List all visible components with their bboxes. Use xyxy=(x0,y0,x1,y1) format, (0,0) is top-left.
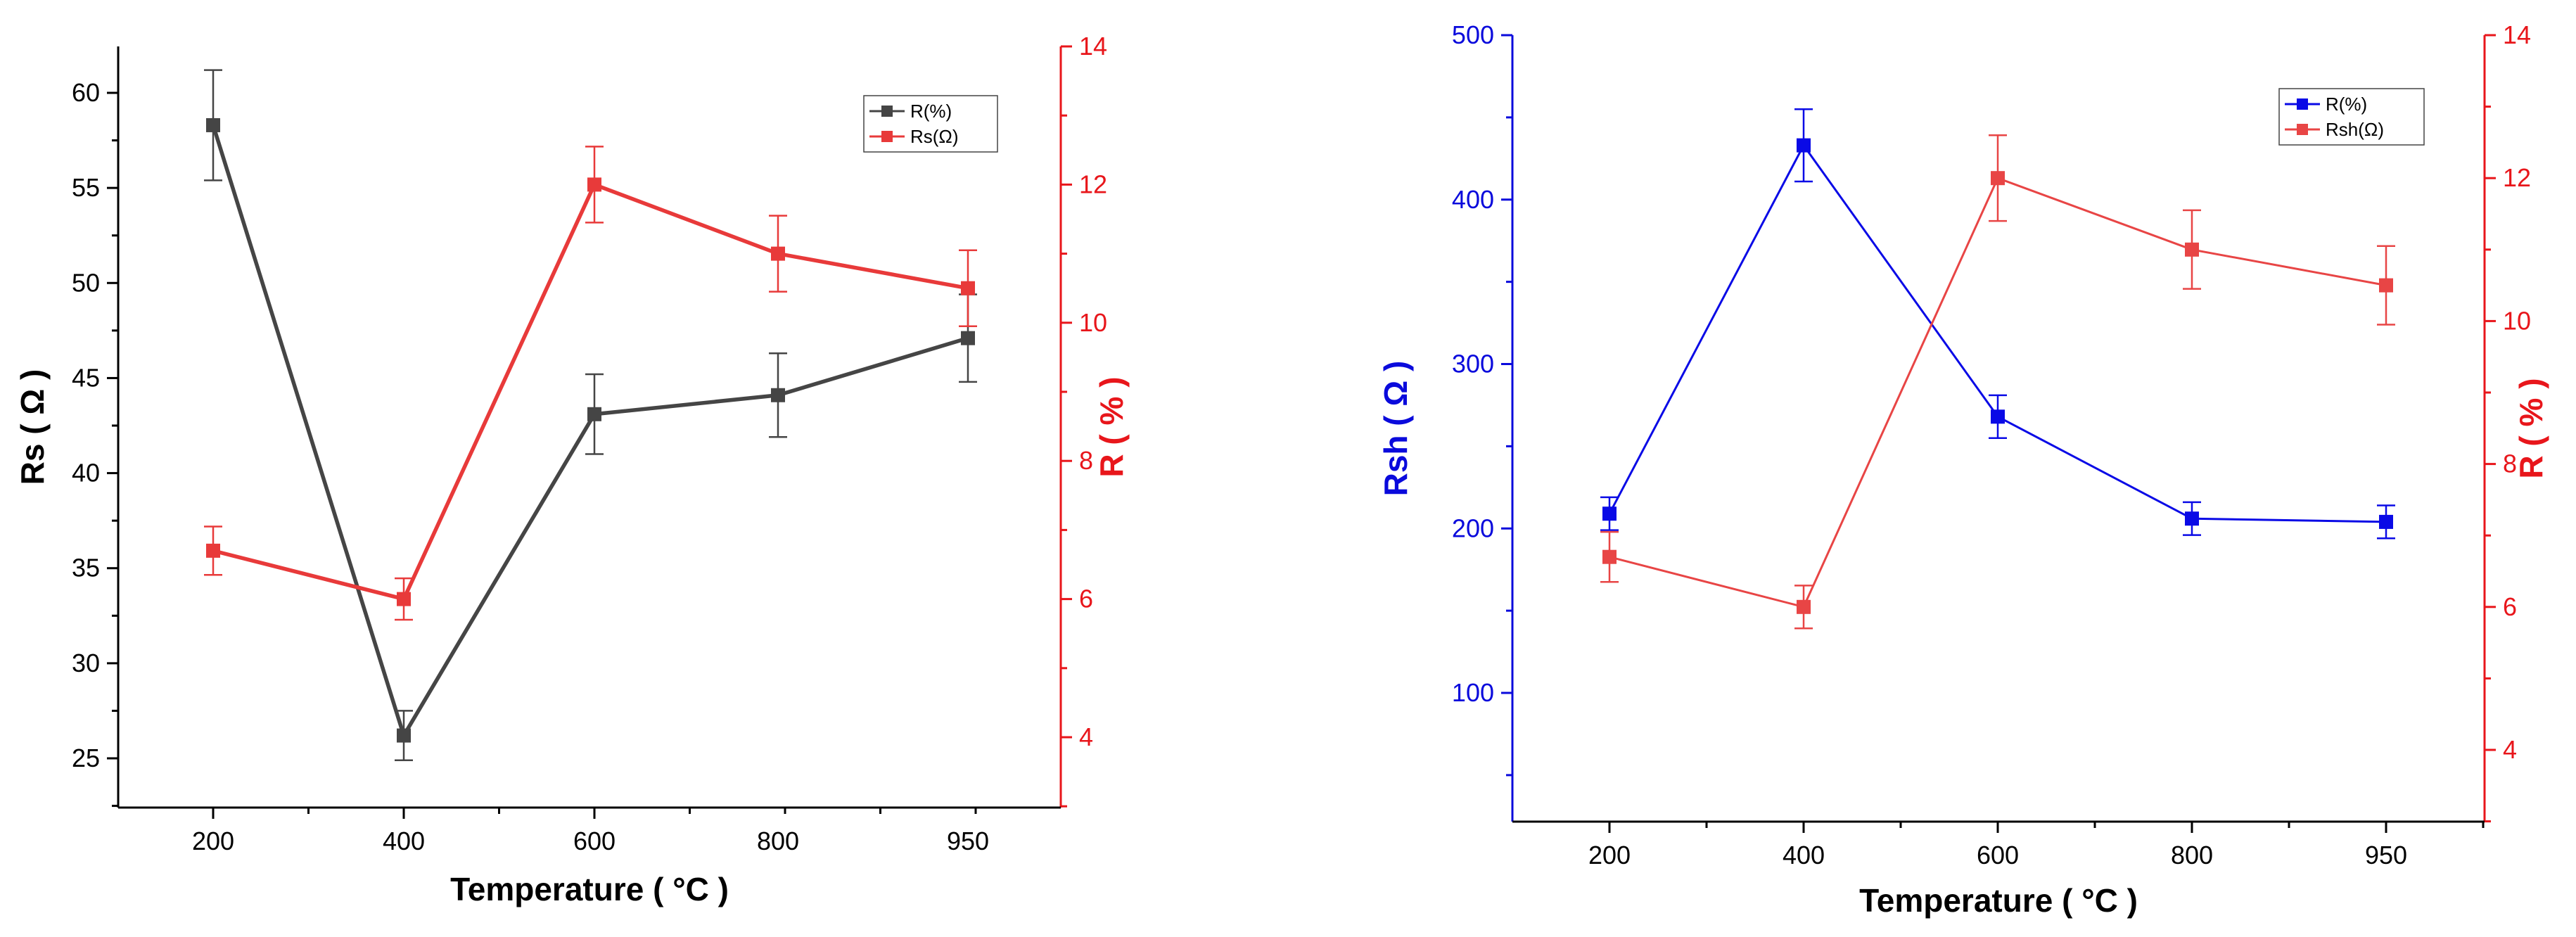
data-point xyxy=(961,281,975,295)
legend-label: R(%) xyxy=(910,101,952,122)
x-tick-label: 800 xyxy=(2171,841,2213,869)
left-y-tick-label: 500 xyxy=(1452,20,1494,49)
x-axis-title: Temperature ( °C ) xyxy=(450,871,729,907)
series-line xyxy=(212,182,969,601)
data-point xyxy=(961,331,975,345)
x-tick-label: 200 xyxy=(1588,841,1631,869)
series-line xyxy=(211,125,969,738)
data-point xyxy=(587,177,601,192)
left-y-tick-label: 40 xyxy=(72,459,100,487)
left-y-axis-title: Rsh ( Ω ) xyxy=(1377,361,1414,497)
series-line xyxy=(1609,177,2387,608)
right-y-tick-label: 4 xyxy=(2503,735,2517,764)
right-y-tick-label: 8 xyxy=(1079,446,1093,475)
legend-label: R(%) xyxy=(2326,94,2367,115)
data-point xyxy=(397,592,411,606)
left-y-tick-label: 50 xyxy=(72,268,100,297)
legend-marker xyxy=(2297,98,2308,110)
x-tick-label: 600 xyxy=(573,827,616,855)
x-tick-label: 400 xyxy=(383,827,425,855)
left-y-tick-label: 60 xyxy=(72,78,100,107)
data-point xyxy=(1797,138,1811,153)
data-point xyxy=(397,728,411,743)
legend: R(%) Rs(Ω) xyxy=(863,95,998,153)
left-y-tick-label: 200 xyxy=(1452,514,1494,542)
data-point xyxy=(2379,278,2393,293)
series-2 xyxy=(204,146,977,621)
legend-marker xyxy=(881,106,893,117)
left-y-tick-label: 300 xyxy=(1452,350,1494,378)
series-1 xyxy=(204,69,977,761)
data-point xyxy=(587,407,601,421)
right-y-axis-title: R ( % ) xyxy=(1093,376,1130,477)
right-y-tick-label: 10 xyxy=(1079,308,1107,337)
x-tick-label: 800 xyxy=(757,827,799,855)
left-y-tick-label: 30 xyxy=(72,649,100,677)
left-y-axis-title: Rs ( Ω ) xyxy=(14,369,51,485)
right-y-tick-label: 10 xyxy=(2503,306,2531,335)
legend-marker xyxy=(881,131,893,142)
left-y-tick-label: 35 xyxy=(72,554,100,582)
data-point xyxy=(1991,409,2005,424)
data-point xyxy=(771,246,785,261)
legend-box xyxy=(2278,88,2425,146)
data-point xyxy=(1602,549,1617,564)
legend: R(%) Rsh(Ω) xyxy=(2278,88,2425,146)
chart-panel-1: 200 400 600 800 950 Temperature ( °C ) 25 30 35 4… xyxy=(14,32,1130,907)
data-point xyxy=(2185,511,2199,526)
legend-label: Rsh(Ω) xyxy=(2326,119,2384,140)
data-point xyxy=(2185,242,2199,257)
legend-marker xyxy=(2297,124,2308,135)
data-point xyxy=(771,388,785,402)
right-y-tick-label: 8 xyxy=(2503,450,2517,478)
x-tick-label: 950 xyxy=(947,827,989,855)
right-y-tick-label: 14 xyxy=(1079,32,1107,60)
data-point xyxy=(2379,514,2393,529)
data-point xyxy=(1797,599,1811,614)
legend-label: Rs(Ω) xyxy=(910,126,959,147)
data-point xyxy=(206,117,220,132)
left-y-tick-label: 100 xyxy=(1452,678,1494,707)
right-y-tick-label: 12 xyxy=(2503,163,2531,192)
x-tick-label: 600 xyxy=(1977,841,2019,869)
x-tick-label: 950 xyxy=(2365,841,2407,869)
data-point xyxy=(1602,506,1617,521)
left-y-tick-label: 400 xyxy=(1452,185,1494,214)
x-tick-label: 400 xyxy=(1783,841,1825,869)
right-y-tick-label: 14 xyxy=(2503,20,2531,49)
right-y-tick-label: 12 xyxy=(1079,170,1107,198)
right-y-tick-label: 4 xyxy=(1079,722,1093,751)
right-y-axis-title: R ( % ) xyxy=(2513,378,2549,478)
series-1 xyxy=(1600,108,2395,540)
data-point xyxy=(1991,171,2005,186)
right-y-tick-label: 6 xyxy=(2503,592,2517,621)
left-y-tick-label: 55 xyxy=(72,173,100,202)
x-axis-title: Temperature ( °C ) xyxy=(1859,882,2138,919)
x-tick-label: 200 xyxy=(192,827,234,855)
legend-box xyxy=(863,95,998,153)
chart-panel-2: 200 400 600 800 950 Temperature ( °C ) 100 200 3… xyxy=(1377,20,2549,919)
right-y-tick-label: 6 xyxy=(1079,585,1093,613)
series-2 xyxy=(1600,134,2395,630)
data-point xyxy=(206,543,220,558)
left-y-tick-label: 25 xyxy=(72,744,100,772)
left-y-tick-label: 45 xyxy=(72,363,100,392)
